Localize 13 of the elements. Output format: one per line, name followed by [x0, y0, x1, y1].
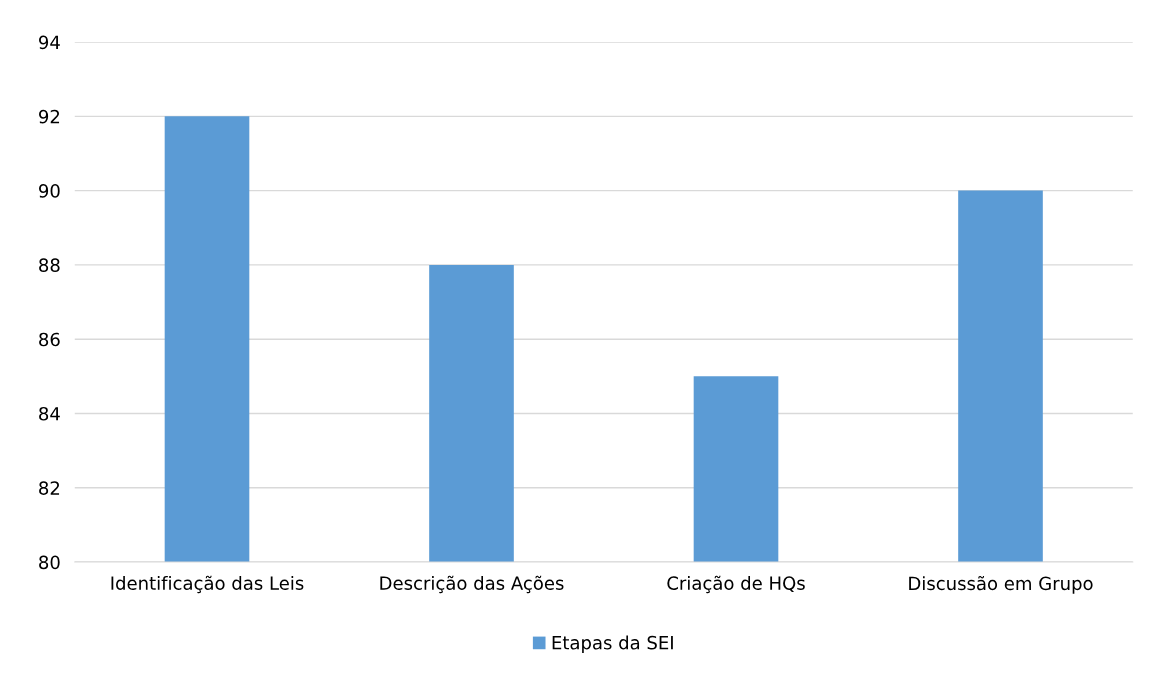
y-tick-label: 84: [39, 406, 60, 421]
legend-label: Etapas da SEI: [552, 635, 673, 653]
y-tick-label: 92: [39, 109, 60, 124]
x-tick-label: Identificação das Leis: [111, 575, 304, 594]
y-tick-label: 86: [39, 332, 60, 347]
x-tick-label: Descrição das Ações: [380, 575, 564, 594]
y-tick-label: 82: [39, 481, 60, 495]
y-tick-label: 94: [39, 35, 60, 50]
y-tick-label: 80: [39, 555, 60, 570]
y-tick-label: 90: [39, 184, 60, 198]
x-tick-label: Discussão em Grupo: [909, 575, 1093, 594]
y-tick-label: 88: [39, 258, 60, 273]
x-tick-label: Criação de HQs: [667, 575, 805, 594]
